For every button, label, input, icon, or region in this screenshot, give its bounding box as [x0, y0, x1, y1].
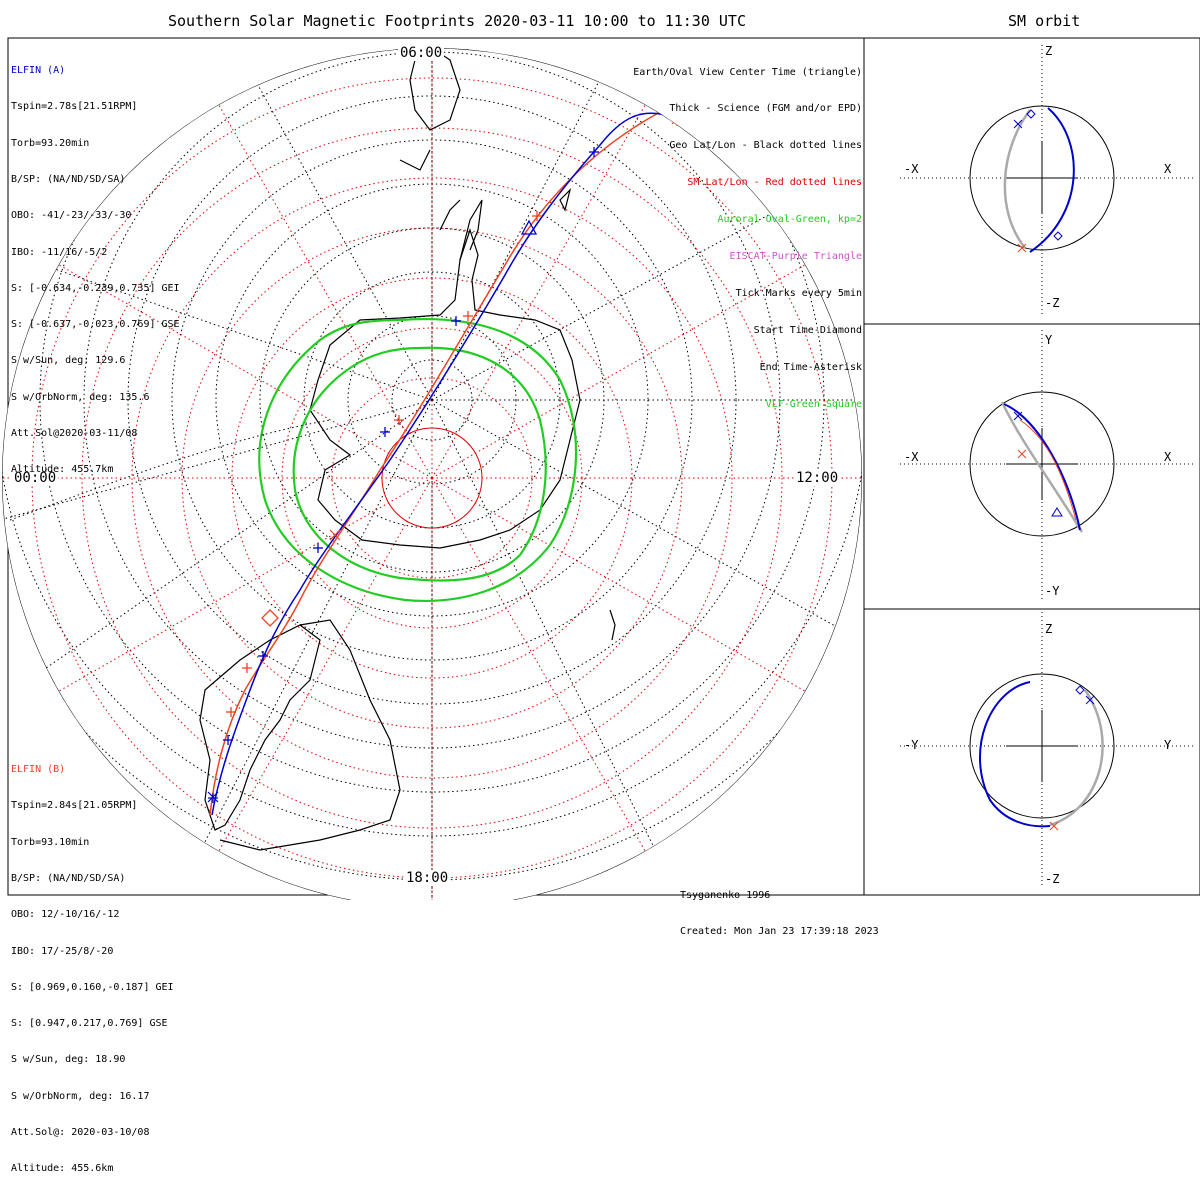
panel1-right-label: X	[1164, 162, 1172, 176]
elfin-a-line: Att.Sol@2020-03-11/08	[11, 428, 138, 439]
panel1-bottom-label: -Z	[1045, 296, 1060, 310]
panel3-right-label: Y	[1164, 738, 1172, 752]
orbit-panel-title: SM orbit	[1008, 12, 1081, 30]
map-label-top: 06:00	[398, 45, 445, 61]
legend-item: Start Time-Diamond	[753, 324, 862, 336]
panel2-top-label: Y	[1045, 333, 1053, 347]
map-label-bottom: 18:00	[404, 870, 451, 886]
legend-item: Earth/Oval View Center Time (triangle)	[633, 66, 862, 78]
elfin-b-line: S w/Sun, deg: 18.90	[11, 1054, 126, 1066]
elfin-a-line: OBO: -41/-23/-33/-30	[11, 210, 132, 222]
elfin-b-line: OBO: 12/-10/16/-12	[11, 909, 120, 921]
plot-canvas	[2, 37, 1200, 900]
created-timestamp: Created: Mon Jan 23 17:39:18 2023	[680, 926, 879, 937]
elfin-b-line: B/SP: (NA/ND/SD/SA)	[11, 873, 126, 885]
elfin-b-name: ELFIN (B)	[11, 764, 66, 776]
orbit-panel-yz	[900, 612, 1195, 885]
panel3-bottom-label: -Z	[1045, 872, 1060, 886]
auroral-oval-inner	[292, 346, 547, 582]
peninsula-coast	[459, 199, 483, 261]
elfin-b-line: S w/OrbNorm, deg: 16.17	[11, 1090, 150, 1102]
elfin-a-line: B/SP: (NA/ND/SD/SA)	[11, 174, 126, 186]
legend-item: End Time-Asterisk	[759, 361, 862, 373]
legend-item: VLF-Green Square	[765, 398, 862, 410]
legend: Earth/Oval View Center Time (triangle) T…	[633, 42, 862, 423]
elfin-a-line: Torb=93.20min	[11, 137, 90, 149]
map-label-right: 12:00	[794, 470, 841, 486]
elfin-b-info: ELFIN (B) Tspin=2.84s[21.05RPM] Torb=93.…	[11, 740, 174, 1187]
orbit-panel-xz	[900, 45, 1195, 315]
legend-item: Auroral Oval-Green, kp=2	[717, 214, 863, 226]
legend-item: Geo Lat/Lon - Black dotted lines	[669, 140, 862, 152]
orbit-panel-xy	[900, 330, 1195, 600]
elfin-a-track	[211, 112, 676, 816]
footer: Tsyganenko-1996 Created: Mon Jan 23 17:3…	[680, 866, 879, 950]
legend-item: Thick - Science (FGM and/or EPD)	[669, 103, 862, 115]
elfin-b-start-diamond	[261, 609, 279, 627]
auroral-oval-outer	[258, 318, 578, 602]
terminator-line	[9, 419, 331, 521]
elfin-b-ticks	[226, 211, 542, 717]
elfin-b-line: IBO: 17/-25/8/-20	[11, 945, 114, 957]
auroral-ovals	[258, 318, 578, 602]
panel3-top-label: Z	[1045, 622, 1053, 636]
legend-item: EISCAT-Purple Triangle	[729, 251, 862, 263]
antarctica-coast	[309, 228, 581, 549]
elfin-b-line: Torb=93.10min	[11, 836, 90, 848]
elfin-b-line: S: [0.969,0.160,-0.187] GEI	[11, 981, 174, 993]
elfin-a-line: Tspin=2.78s[21.51RPM]	[11, 101, 138, 113]
panel2-left-label: -X	[904, 450, 919, 464]
legend-item: Tick Marks every 5min	[735, 287, 862, 299]
elfin-a-ticks	[208, 147, 599, 803]
elfin-a-line: S: [-0.634,-0.239,0.735] GEI	[11, 282, 180, 294]
elfin-a-line: Altitude: 455.7km	[11, 464, 114, 476]
elfin-a-end-asterisk	[207, 791, 219, 803]
panel3-left-label: -Y	[904, 738, 919, 752]
elfin-b-line: Tspin=2.84s[21.05RPM]	[11, 800, 138, 812]
coastlines	[199, 48, 681, 851]
elfin-a-line: S w/OrbNorm, deg: 135.6	[11, 391, 150, 403]
elfin-a-name: ELFIN (A)	[11, 65, 66, 77]
south-america-coast	[199, 624, 321, 831]
panel1-left-label: -X	[904, 162, 919, 176]
panel1-top-label: Z	[1045, 44, 1053, 58]
view-center-triangle	[520, 219, 538, 235]
elfin-b-line: S: [0.947,0.217,0.769] GSE	[11, 1018, 168, 1030]
page-title: Southern Solar Magnetic Footprints 2020-…	[168, 12, 746, 30]
panel2-bottom-label: -Y	[1045, 584, 1060, 598]
elfin-b-line: Att.Sol@: 2020-03-10/08	[11, 1127, 150, 1138]
legend-item: SM Lat/Lon - Red dotted lines	[687, 177, 862, 189]
elfin-b-line: Altitude: 455.6km	[11, 1163, 114, 1175]
map-label-left: 00:00	[12, 470, 59, 486]
elfin-a-line: IBO: -11/16/-5/2	[11, 246, 108, 258]
australia-coast	[409, 48, 461, 131]
orbit-frame	[863, 37, 1200, 896]
panel2-right-label: X	[1164, 450, 1172, 464]
model-name: Tsyganenko-1996	[680, 890, 771, 901]
elfin-a-info: ELFIN (A) Tspin=2.78s[21.51RPM] Torb=93.…	[11, 41, 180, 488]
elfin-a-line: S: [-0.637,-0.023,0.769] GSE	[11, 319, 180, 331]
elfin-a-line: S w/Sun, deg: 129.6	[11, 355, 126, 367]
